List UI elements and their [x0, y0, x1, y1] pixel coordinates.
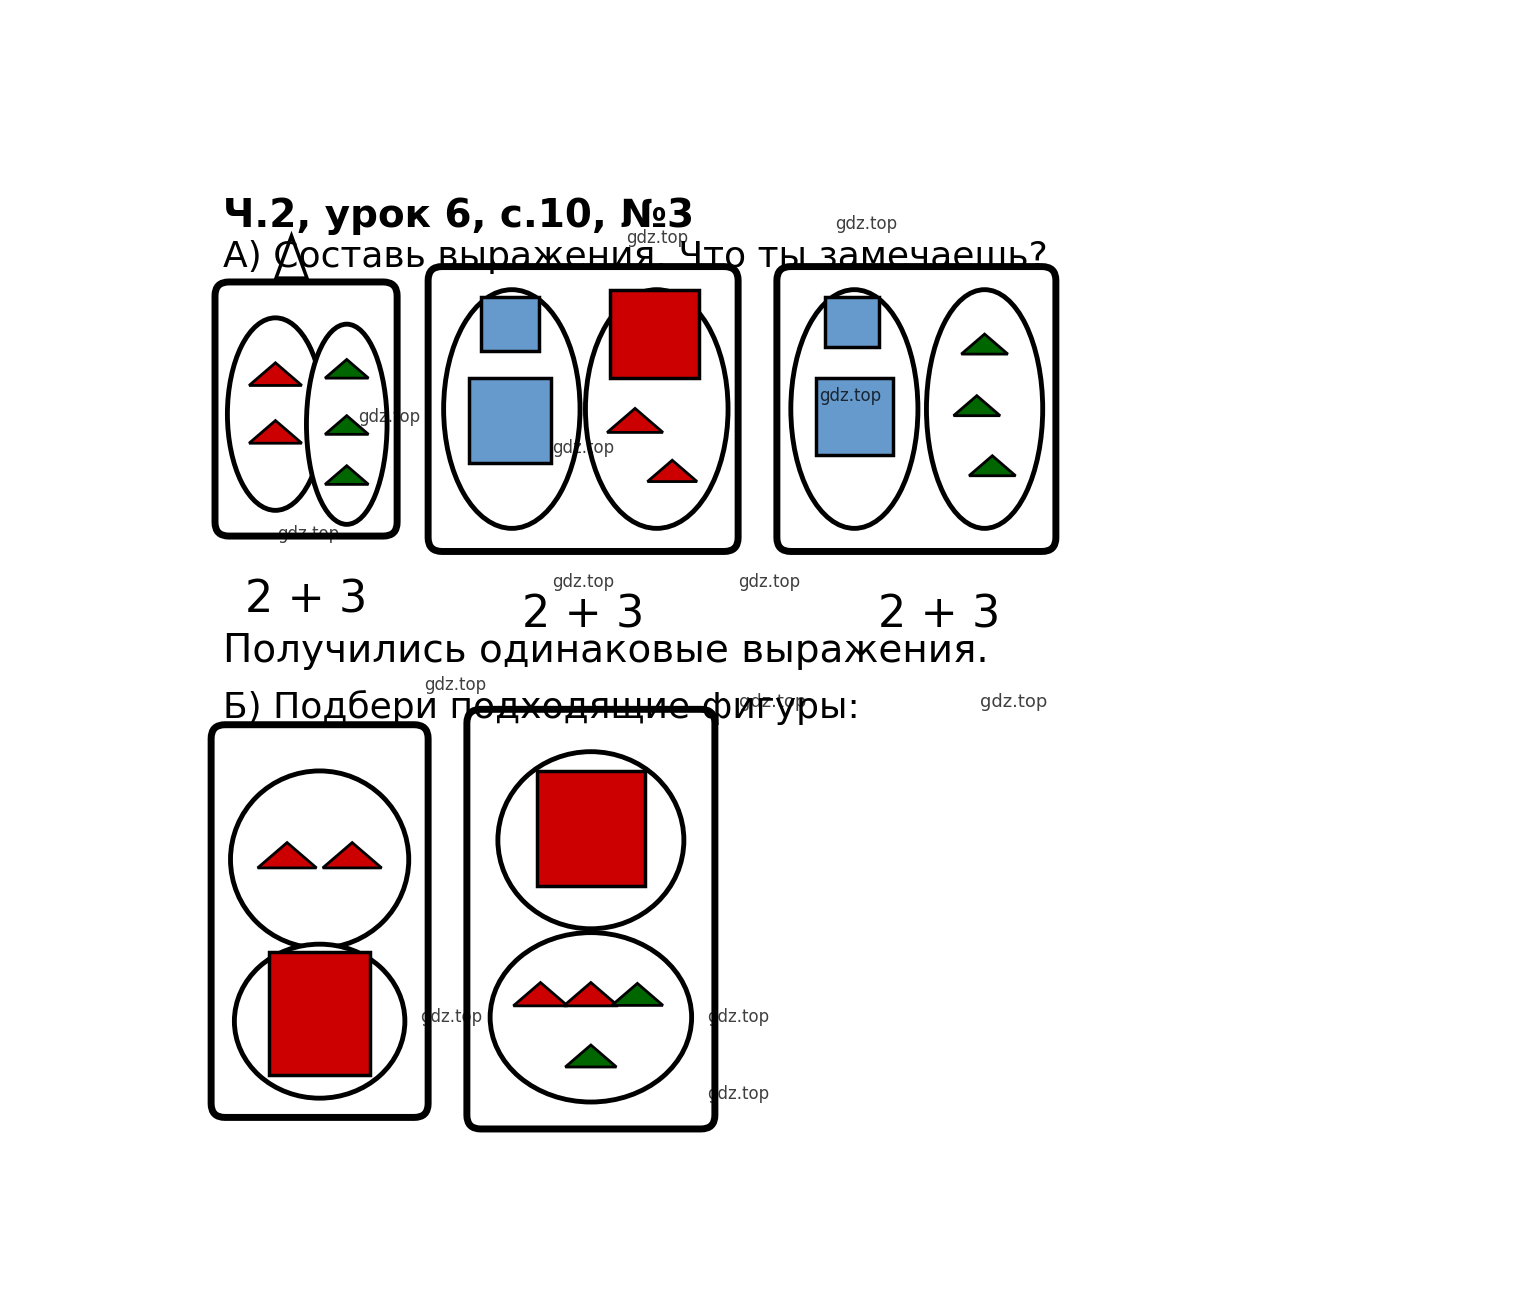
Polygon shape — [322, 843, 382, 868]
Polygon shape — [514, 982, 568, 1006]
Text: gdz.top: gdz.top — [834, 216, 897, 234]
Polygon shape — [565, 982, 618, 1006]
Text: 2 + 3: 2 + 3 — [522, 594, 644, 636]
Text: А) Составь выражения. Что ты замечаешь?: А) Составь выражения. Что ты замечаешь? — [222, 240, 1048, 274]
Ellipse shape — [230, 771, 408, 948]
Text: gdz.top: gdz.top — [707, 1086, 769, 1104]
Polygon shape — [276, 236, 307, 278]
Polygon shape — [325, 359, 368, 378]
FancyBboxPatch shape — [212, 724, 428, 1118]
Polygon shape — [566, 1044, 617, 1066]
Ellipse shape — [927, 289, 1043, 528]
Text: Б) Подбери подходящие фигуры:: Б) Подбери подходящие фигуры: — [222, 691, 859, 726]
Text: gdz.top: gdz.top — [425, 675, 486, 693]
Polygon shape — [969, 456, 1016, 476]
Text: gdz.top: gdz.top — [739, 692, 807, 710]
Ellipse shape — [307, 324, 387, 524]
FancyBboxPatch shape — [270, 951, 370, 1075]
Text: gdz.top: gdz.top — [819, 387, 882, 405]
Text: gdz.top: gdz.top — [359, 408, 420, 426]
FancyBboxPatch shape — [611, 289, 700, 378]
FancyBboxPatch shape — [816, 378, 893, 456]
Text: gdz.top: gdz.top — [552, 439, 614, 457]
Ellipse shape — [235, 944, 405, 1099]
Polygon shape — [647, 461, 696, 482]
Text: Получились одинаковые выражения.: Получились одинаковые выражения. — [222, 633, 988, 670]
Polygon shape — [325, 416, 368, 434]
FancyBboxPatch shape — [469, 378, 551, 463]
Text: gdz.top: gdz.top — [420, 1008, 482, 1026]
Ellipse shape — [227, 318, 324, 510]
Polygon shape — [962, 334, 1008, 354]
Text: gdz.top: gdz.top — [278, 524, 339, 542]
Polygon shape — [325, 466, 368, 484]
Polygon shape — [249, 421, 302, 443]
Text: Ч.2, урок 6, с.10, №3: Ч.2, урок 6, с.10, №3 — [222, 198, 693, 235]
FancyBboxPatch shape — [215, 281, 397, 536]
Text: gdz.top: gdz.top — [552, 573, 614, 591]
FancyBboxPatch shape — [428, 266, 738, 551]
Text: gdz.top: gdz.top — [738, 573, 801, 591]
FancyBboxPatch shape — [466, 709, 715, 1128]
Ellipse shape — [586, 289, 729, 528]
Polygon shape — [954, 395, 1000, 416]
Polygon shape — [607, 408, 663, 432]
Text: gdz.top: gdz.top — [626, 229, 687, 247]
Ellipse shape — [491, 932, 692, 1103]
FancyBboxPatch shape — [537, 771, 646, 887]
Text: 2 + 3: 2 + 3 — [879, 594, 1000, 636]
Ellipse shape — [443, 289, 580, 528]
FancyBboxPatch shape — [776, 266, 1055, 551]
Ellipse shape — [499, 751, 684, 928]
Polygon shape — [612, 984, 663, 1006]
Polygon shape — [249, 363, 302, 386]
Ellipse shape — [792, 289, 917, 528]
Text: 2 + 3: 2 + 3 — [245, 578, 367, 621]
FancyBboxPatch shape — [825, 297, 879, 347]
FancyBboxPatch shape — [480, 297, 538, 351]
Polygon shape — [258, 843, 316, 868]
Text: gdz.top: gdz.top — [980, 692, 1046, 710]
Text: gdz.top: gdz.top — [707, 1008, 769, 1026]
